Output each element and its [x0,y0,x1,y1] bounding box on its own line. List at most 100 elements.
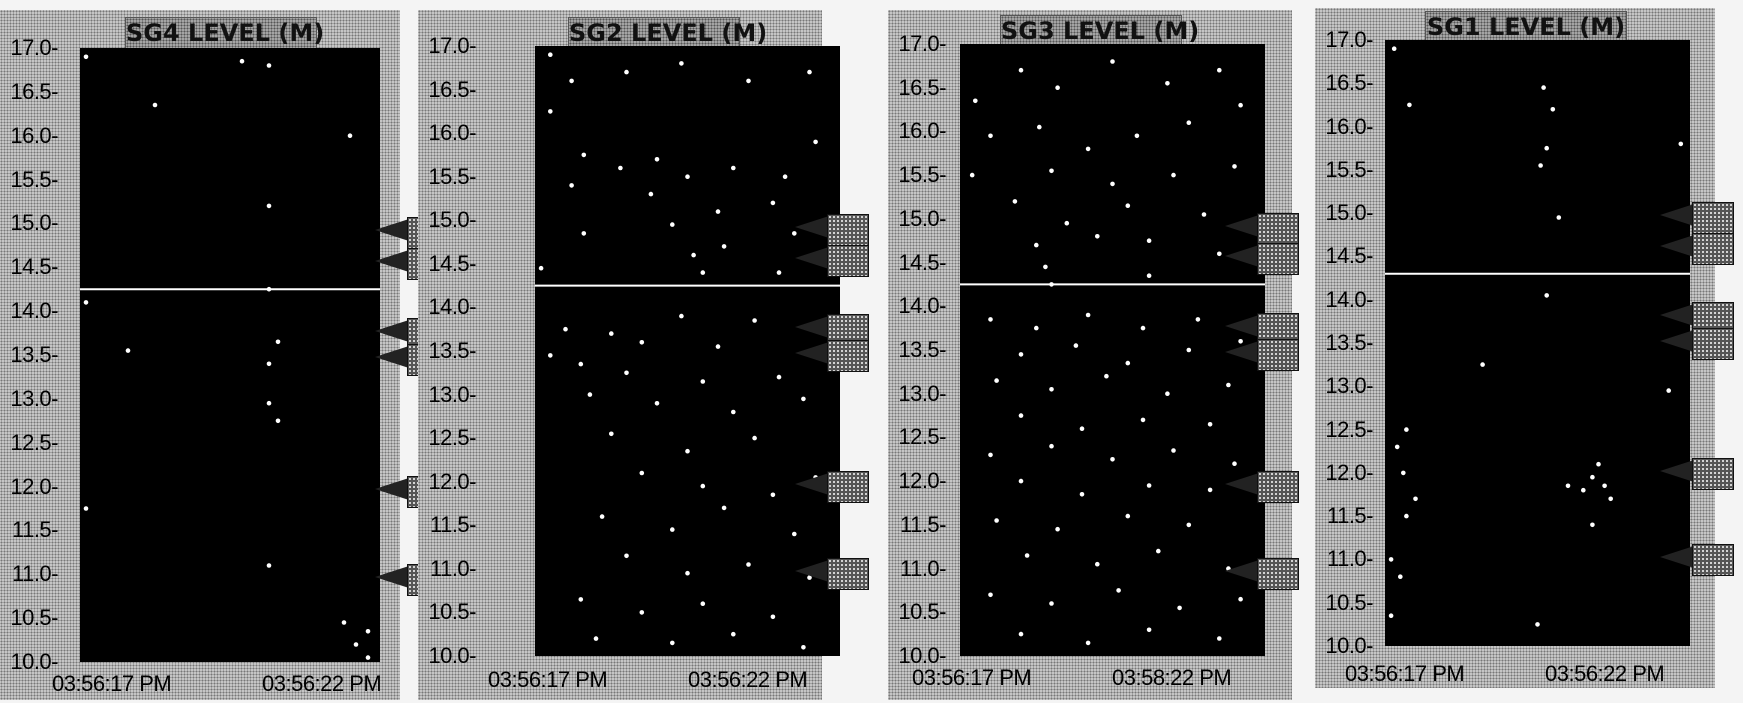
data-point [1394,444,1400,450]
chart-title: SG4 LEVEL (M) [125,17,325,49]
data-point [721,244,727,249]
data-point [1018,67,1024,73]
data-point [1104,373,1109,379]
data-point [1404,427,1409,432]
data-point [679,313,684,319]
data-point [807,69,812,75]
setpoint-marker[interactable] [1660,232,1734,265]
setpoint-marker[interactable] [795,244,869,277]
data-point [1388,557,1394,562]
data-point [782,174,788,179]
setpoint-marker[interactable] [1225,243,1299,276]
data-point [1095,561,1100,567]
data-point [1232,164,1237,169]
data-point [1018,631,1024,637]
data-point [679,61,684,66]
marker-arrow-icon [1225,341,1259,364]
data-point [587,392,593,397]
data-point [1608,496,1613,502]
data-point [670,222,675,227]
data-point [1590,522,1595,528]
data-point [1049,443,1054,449]
data-point [1171,172,1176,178]
y-tick-label: 14.5- [428,250,476,276]
setpoint-marker[interactable] [1660,544,1734,577]
data-point [994,378,999,383]
data-point [988,452,993,458]
y-tick-label: 15.5- [10,166,58,192]
data-point [770,614,776,620]
data-point [609,331,614,336]
marker-arrow-icon [375,565,409,588]
data-point [813,139,818,145]
y-tick-label: 17.0- [1325,27,1373,52]
data-point [1217,251,1222,257]
data-point [1146,627,1152,633]
setpoint-marker[interactable] [1225,212,1299,245]
data-point [1550,107,1556,112]
y-tick-label: 14.5- [1325,243,1373,269]
data-point [1186,347,1192,353]
y-tick-label: 14.5- [898,249,946,275]
data-point [1596,461,1601,467]
data-point [1538,163,1543,168]
data-point [639,470,645,476]
data-point [1207,487,1213,493]
y-tick-label: 13.0- [1325,373,1373,399]
data-point [1095,234,1100,239]
data-point [581,231,587,236]
data-point [1156,548,1161,554]
setpoint-marker[interactable] [795,558,869,591]
data-point [365,629,371,634]
y-tick-label: 12.0- [428,468,476,494]
y-tick-label: 13.5- [1325,330,1373,355]
marker-box [1692,202,1734,235]
data-point [1125,360,1131,366]
data-point [770,200,776,206]
setpoint-marker[interactable] [1225,557,1299,590]
y-tick-label: 12.5- [10,429,58,455]
setpoint-marker[interactable] [1225,339,1299,372]
setpoint-marker[interactable] [1660,457,1734,490]
y-tick-label: 16.0- [428,120,476,146]
marker-box [1257,243,1299,276]
plot-svg [960,59,1265,646]
data-point [1146,483,1152,488]
data-point [801,396,806,402]
data-point [275,418,281,424]
marker-arrow-icon [795,342,829,365]
y-tick-label: 16.5- [898,74,946,100]
data-point [548,353,553,358]
data-point [266,63,272,68]
y-tick-label: 13.0- [428,381,476,407]
y-tick-label: 10.0- [10,649,58,674]
y-tick-label: 15.5- [428,163,476,189]
marker-arrow-icon [1660,234,1694,257]
setpoint-marker[interactable] [795,340,869,373]
setpoint-marker[interactable] [795,471,869,504]
data-point [1110,181,1115,187]
y-tick-label: 10.0- [428,643,476,668]
data-point [1043,264,1048,270]
setpoint-marker[interactable] [1225,470,1299,503]
marker-box [1257,470,1299,503]
data-point [715,344,721,349]
y-tick-label: 11.0- [1326,546,1374,572]
y-tick-label: 13.0- [10,385,58,411]
marker-arrow-icon [1225,315,1259,338]
setpoint-marker[interactable] [795,214,869,246]
data-point [1055,526,1060,532]
data-point [1226,382,1231,388]
chart-title: SG1 LEVEL (M) [1425,11,1627,43]
data-point [538,265,544,271]
data-point [1404,513,1409,519]
setpoint-marker[interactable] [1660,202,1734,235]
y-tick-label: 16.5- [1325,70,1373,96]
data-point [1049,601,1054,606]
setpoint-marker[interactable] [1660,328,1734,360]
marker-arrow-icon [795,246,829,269]
marker-arrow-icon [1225,472,1259,495]
data-point [1125,203,1131,208]
chart-title: SG2 LEVEL (M) [568,17,768,49]
marker-box [1692,457,1734,490]
